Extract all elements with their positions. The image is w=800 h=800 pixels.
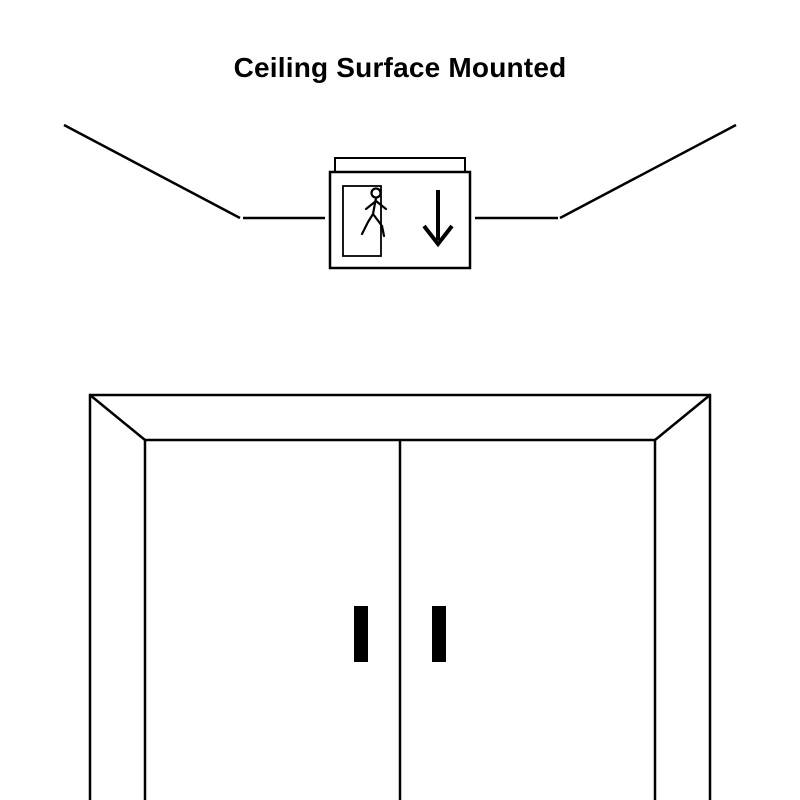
door-handle-left bbox=[354, 606, 368, 662]
diagram-canvas: Ceiling Surface Mounted bbox=[0, 0, 800, 800]
ceiling-line-left bbox=[64, 125, 240, 218]
exit-sign-bracket bbox=[335, 158, 465, 172]
ceiling-line-right bbox=[560, 125, 736, 218]
door-frame-bevel bbox=[90, 395, 710, 440]
mounting-diagram bbox=[0, 0, 800, 800]
door-handle-right bbox=[432, 606, 446, 662]
running-man-head-icon bbox=[372, 189, 381, 198]
running-man-body-icon bbox=[362, 198, 386, 236]
